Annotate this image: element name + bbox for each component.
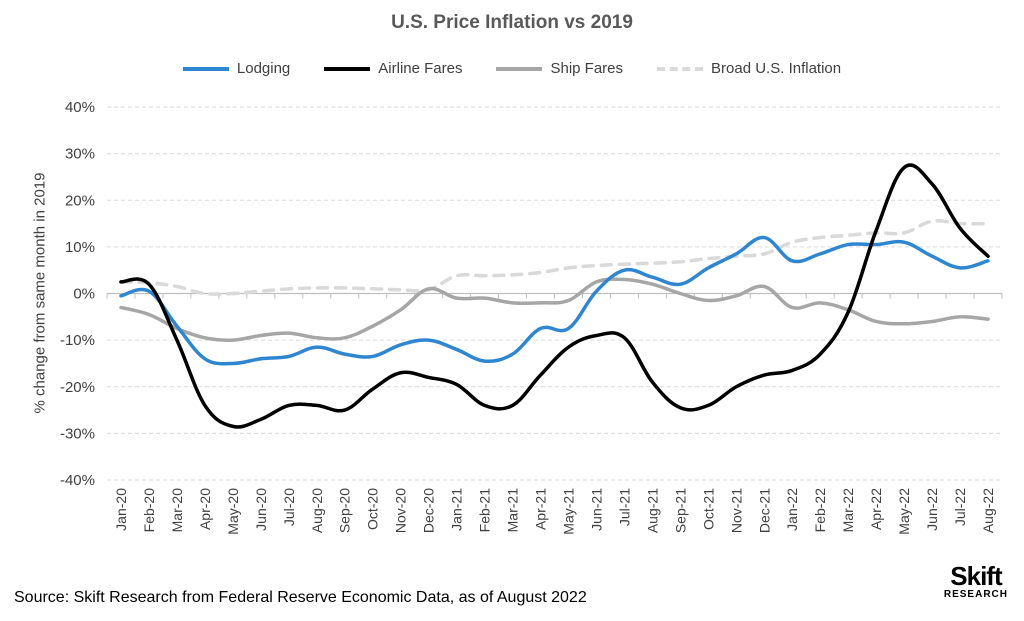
y-tick-label: -30%	[60, 425, 95, 442]
x-tick-label: May-22	[896, 488, 912, 535]
x-tick-label: Jun-21	[588, 488, 604, 531]
y-axis-label: % change from same month in 2019	[31, 172, 49, 414]
x-tick-label: Jun-20	[253, 488, 269, 531]
logo-sub-text: RESEARCH	[943, 589, 1008, 600]
y-tick-label: 30%	[65, 146, 95, 163]
x-tick-label: Mar-21	[505, 488, 521, 533]
legend-swatch	[657, 66, 704, 71]
legend-label: Airline Fares	[378, 60, 463, 77]
legend-item-broad-u-s-inflation: Broad U.S. Inflation	[657, 60, 841, 77]
legend-swatch	[324, 66, 371, 71]
x-tick-label: Sep-20	[337, 488, 353, 533]
y-tick-label: 10%	[65, 239, 95, 256]
x-tick-label: Nov-21	[728, 488, 744, 533]
gridlines	[106, 106, 1003, 481]
source-note: Source: Skift Research from Federal Rese…	[14, 589, 587, 606]
x-tick-label: Feb-20	[141, 488, 157, 533]
legend-item-lodging: Lodging	[182, 60, 291, 77]
x-tick-label: Nov-20	[393, 488, 409, 533]
x-tick-label: May-20	[225, 488, 241, 535]
x-tick-label: Jan-21	[449, 488, 465, 531]
series-line-ship-fares	[119, 277, 990, 342]
x-tick-label: Feb-22	[812, 488, 828, 533]
series-lines	[119, 163, 990, 429]
y-tick-label: 20%	[65, 192, 95, 209]
skift-research-logo: Skift RESEARCH	[944, 563, 1008, 601]
legend-label: Ship Fares	[550, 60, 624, 77]
x-tick-label: Jun-22	[924, 488, 940, 531]
x-tick-label: Dec-20	[421, 488, 437, 533]
x-tick-label: Jan-20	[113, 488, 129, 531]
y-tick-label: -40%	[60, 472, 95, 489]
x-tick-label: Dec-21	[756, 488, 772, 533]
series-line-airline-fares	[119, 163, 990, 429]
x-tick-label: Apr-20	[197, 488, 213, 530]
x-tick-label: Apr-22	[868, 488, 884, 530]
x-tick-label: Aug-20	[309, 488, 325, 533]
legend-swatch	[496, 66, 543, 71]
legend-item-airline-fares: Airline Fares	[324, 60, 462, 77]
x-tick-label: Jan-22	[784, 488, 800, 531]
x-tick-label: Aug-21	[644, 488, 660, 533]
y-tick-label: 40%	[65, 99, 95, 116]
x-tick-label: Mar-20	[169, 488, 185, 533]
x-tick-label: Oct-21	[700, 488, 716, 530]
x-tick-label: Jul-20	[281, 488, 297, 526]
x-tick-label: Jul-22	[952, 488, 968, 526]
x-tick-label: Mar-22	[840, 488, 856, 533]
series-line-lodging	[119, 235, 990, 366]
legend-label: Lodging	[236, 60, 291, 77]
x-tick-label: May-21	[560, 488, 576, 535]
x-tick-label: Oct-20	[365, 488, 381, 530]
y-tick-labels: -40% -30% -20% -10% 0% 10% 20% 30% 40%	[60, 99, 95, 489]
x-tick-label: Sep-21	[672, 488, 688, 533]
x-tick-label: Aug-22	[980, 488, 996, 533]
series-line-broad-u-s-inflation	[119, 219, 990, 296]
x-tick-label: Apr-21	[533, 488, 549, 530]
logo-main-text: Skift	[950, 561, 1002, 591]
y-tick-label: -10%	[60, 332, 95, 349]
legend-item-ship-fares: Ship Fares	[496, 60, 623, 77]
chart-title: U.S. Price Inflation vs 2019	[391, 12, 633, 33]
legend-label: Broad U.S. Inflation	[711, 60, 842, 77]
x-tick-labels: Jan-20 Feb-20 Mar-20 Apr-20 May-20 Jun-20 Jul-…	[113, 488, 996, 535]
legend: Lodging Airline Fares Ship Fares Broad U.S.…	[0, 60, 1024, 77]
legend-swatch	[182, 66, 229, 71]
x-tick-label: Feb-21	[477, 488, 493, 533]
y-tick-label: -20%	[60, 379, 95, 396]
y-tick-label: 0%	[73, 286, 95, 303]
x-tick-label: Jul-21	[616, 488, 632, 526]
